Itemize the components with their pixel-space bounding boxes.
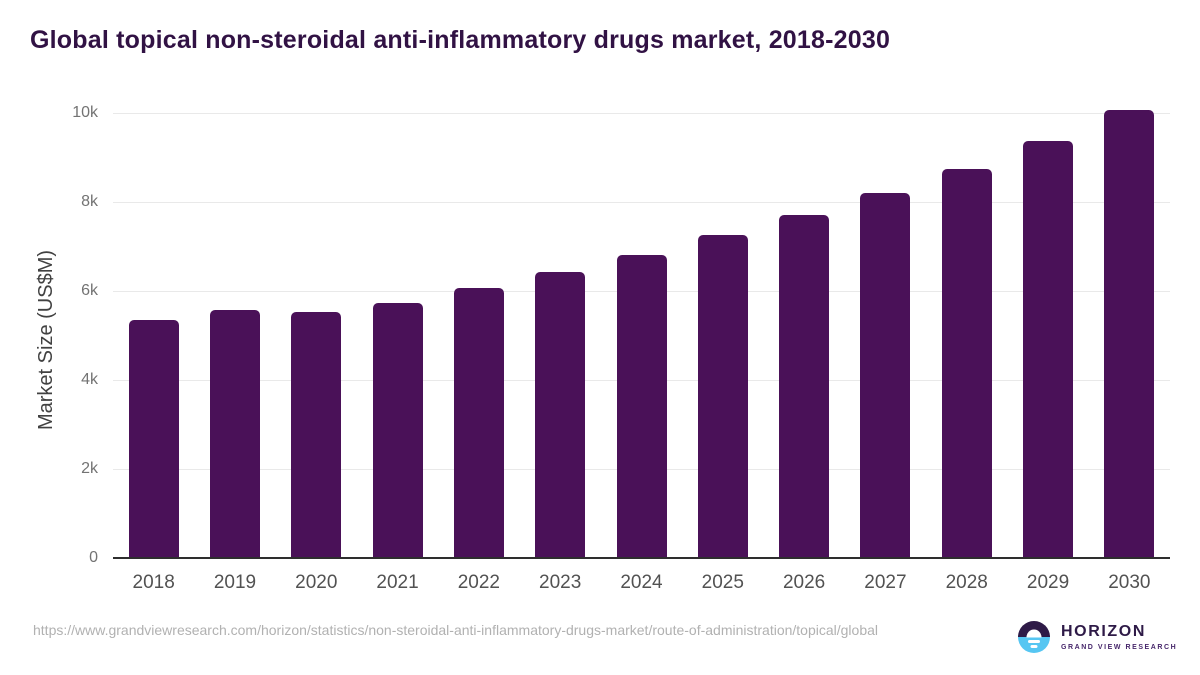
x-tick-label: 2026 — [782, 572, 826, 593]
gridline — [113, 202, 1170, 203]
bar-2030 — [1104, 110, 1155, 558]
x-tick-label: 2023 — [539, 572, 582, 593]
bar-2026 — [779, 215, 830, 558]
gridline — [113, 113, 1170, 114]
wave-icon — [1030, 645, 1038, 648]
source-url-text: https://www.grandviewresearch.com/horizo… — [33, 622, 879, 638]
x-tick-label: 2024 — [620, 572, 663, 593]
bar-2029 — [1023, 141, 1074, 558]
y-tick-label: 6k — [81, 282, 98, 299]
bar-chart-plot-area — [113, 110, 1170, 558]
bar-2025 — [697, 235, 748, 558]
x-tick-label: 2020 — [295, 572, 338, 593]
horizon-logo: HORIZON GRAND VIEW RESEARCH — [1018, 621, 1177, 653]
x-axis-line — [113, 557, 1170, 559]
y-tick-label: 10k — [72, 104, 98, 121]
sun-icon — [1026, 629, 1042, 637]
y-axis-title: Market Size (US$M) — [35, 249, 57, 431]
x-tick-label: 2025 — [701, 572, 744, 593]
x-tick-label: 2022 — [457, 572, 501, 593]
bar-2019 — [209, 309, 260, 558]
x-tick-label: 2029 — [1026, 572, 1070, 593]
chart-title: Global topical non-steroidal anti-inflam… — [30, 26, 891, 54]
y-tick-label: 2k — [81, 460, 98, 477]
x-tick-label: 2019 — [213, 572, 257, 593]
x-tick-label: 2021 — [376, 572, 419, 593]
bar-2023 — [535, 272, 586, 558]
bar-2020 — [291, 312, 342, 558]
x-tick-label: 2028 — [945, 572, 988, 593]
logo-subtitle: GRAND VIEW RESEARCH — [1061, 644, 1178, 651]
bar-2022 — [453, 288, 504, 558]
horizon-logo-icon — [1018, 621, 1050, 653]
bar-2024 — [616, 255, 667, 558]
bar-2028 — [941, 169, 992, 558]
y-tick-label: 8k — [81, 193, 98, 210]
bar-2027 — [860, 192, 911, 558]
bar-2021 — [372, 303, 423, 558]
x-tick-label: 2018 — [132, 572, 175, 593]
y-tick-label: 0 — [89, 549, 98, 566]
wave-icon — [1028, 640, 1040, 643]
logo-brand-name: HORIZON — [1061, 623, 1146, 640]
x-tick-label: 2030 — [1108, 572, 1151, 593]
y-tick-label: 4k — [81, 371, 98, 388]
x-tick-label: 2027 — [864, 572, 907, 593]
bar-2018 — [128, 320, 179, 558]
